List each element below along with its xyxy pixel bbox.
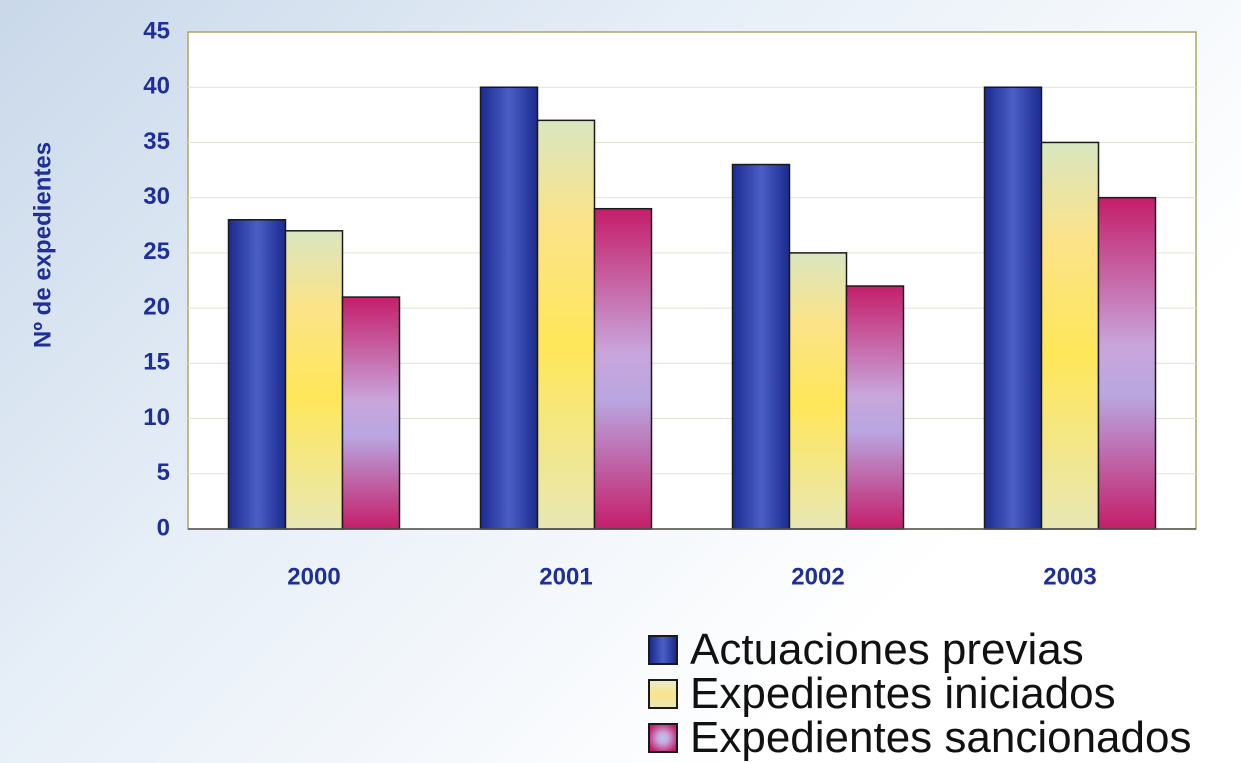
legend-swatch-expedientes-iniciados [648, 679, 678, 709]
x-category-labels: 2000 2001 2002 2003 [287, 563, 1096, 590]
bar-2001-series-2 [536, 119, 596, 530]
bars-group [227, 86, 1157, 530]
legend-item-expedientes-iniciados: Expedientes iniciados [648, 672, 1238, 716]
bar-2003-series-3 [1097, 196, 1157, 530]
y-tick-label: 5 [157, 459, 170, 486]
bar-2002-series-3 [845, 285, 905, 530]
legend-label: Actuaciones previas [690, 628, 1084, 674]
x-category-label: 2001 [539, 563, 592, 590]
bar-2002-series-2 [788, 252, 848, 530]
bar-2001-series-3 [593, 207, 653, 530]
legend-swatch-expedientes-sancionados [648, 723, 678, 753]
y-tick-label: 0 [157, 514, 170, 541]
legend-item-actuaciones-previas: Actuaciones previas [648, 628, 1238, 672]
legend-label: Expedientes iniciados [690, 669, 1116, 718]
y-tick-label: 25 [143, 238, 170, 265]
y-tick-labels: 0 5 10 15 20 25 30 35 40 45 [143, 17, 170, 541]
y-tick-label: 10 [143, 404, 170, 431]
legend-swatch-actuaciones-previas [648, 635, 678, 665]
legend: Actuaciones previas Expedientes iniciado… [648, 628, 1238, 763]
bar-2003-series-2 [1040, 141, 1100, 530]
bar-2000-series-3 [341, 296, 401, 530]
x-category-label: 2003 [1043, 563, 1096, 590]
y-tick-label: 20 [143, 293, 170, 320]
bar-2002-series-1 [731, 163, 791, 530]
y-tick-label: 45 [143, 17, 170, 44]
y-tick-label: 30 [143, 183, 170, 210]
legend-label: Expedientes sancionados [690, 713, 1192, 762]
bar-2000-series-2 [284, 230, 344, 530]
x-category-label: 2002 [791, 563, 844, 590]
x-category-label: 2000 [287, 563, 340, 590]
bar-2001-series-1 [479, 86, 539, 530]
y-tick-label: 40 [143, 73, 170, 100]
y-tick-label: 15 [143, 349, 170, 376]
y-axis-title: Nº de expedientes [29, 142, 56, 348]
bar-2000-series-1 [227, 219, 287, 530]
y-tick-label: 35 [143, 128, 170, 155]
bar-2003-series-1 [983, 86, 1043, 530]
legend-item-expedientes-sancionados: Expedientes sancionados [648, 716, 1238, 760]
